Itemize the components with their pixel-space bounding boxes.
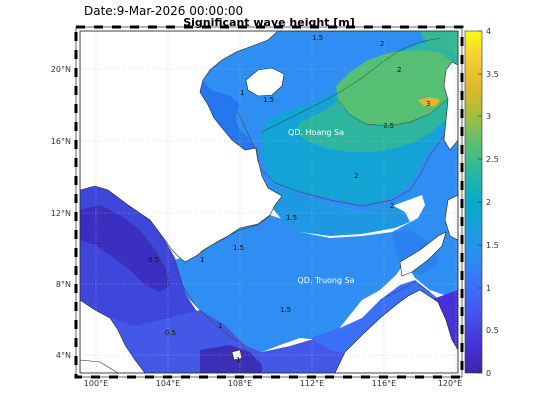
label-hoang-sa: QD. Hoang Sa	[288, 128, 344, 137]
gulf-tonkin	[200, 80, 256, 150]
contour-label: 1	[240, 89, 244, 97]
mainland-asia	[80, 31, 283, 263]
gulf-thailand-inner	[80, 205, 170, 292]
graticule	[80, 31, 458, 373]
contour-label: 2	[380, 40, 384, 48]
sea-level-3	[418, 97, 440, 106]
contour-label: 1.5	[280, 306, 291, 314]
contour-0-5	[139, 231, 171, 286]
colorbar-tick: 1.5	[486, 241, 499, 250]
contour-label: 1	[218, 322, 222, 330]
lon-axis: 100°E 104°E 108°E 112°E 116°E 120°E	[84, 379, 462, 388]
contour-1-b	[379, 281, 431, 301]
contour-label: 1.5	[312, 34, 323, 42]
contour-label: 3	[426, 100, 430, 108]
luzon	[443, 61, 458, 151]
lon-tick: 100°E	[84, 379, 108, 388]
contour-2-b	[261, 134, 446, 207]
lat-axis: 4°N 8°N 12°N 16°N 20°N	[51, 65, 71, 360]
lat-tick: 20°N	[51, 65, 71, 74]
contour-label-group: 1.5 2 2.5 3 0.5 1 1.5 2 1.5 2 2 1.5 1 1.…	[148, 34, 430, 364]
contour-lines	[139, 37, 447, 347]
borneo	[334, 289, 458, 373]
contour-label: 1	[236, 356, 240, 364]
ne-corner	[420, 31, 458, 55]
sumatra	[80, 359, 119, 373]
colorbar-ticks	[478, 30, 482, 374]
label-truong-sa: QD. Truong Sa	[297, 276, 354, 285]
map-border-line	[75, 26, 463, 378]
lat-tick: 4°N	[56, 351, 71, 360]
contour-label: 1.5	[263, 96, 274, 104]
colorbar-tick: 0	[486, 369, 491, 378]
contour-1	[174, 261, 246, 347]
lon-tick: 108°E	[228, 379, 252, 388]
contour-label: 1.5	[233, 244, 244, 252]
contour-label: 0.5	[165, 329, 176, 337]
colorbar-tick: 2.5	[486, 155, 499, 164]
contour-label: 2	[354, 172, 358, 180]
lon-tick: 104°E	[156, 379, 180, 388]
colorbar-labels: 0 0.5 1 1.5 2 2.5 3 3.5 4	[486, 27, 499, 378]
date-label: Date:9-Mar-2026 00:00:00	[84, 4, 244, 18]
central-plume	[265, 185, 410, 236]
lon-tick: 116°E	[372, 379, 396, 388]
lat-tick: 8°N	[56, 280, 71, 289]
contour-label: 2.5	[383, 122, 394, 130]
contour-1-5	[237, 111, 259, 163]
contour-label: 1	[200, 256, 204, 264]
contour-label: 2	[397, 66, 401, 74]
colorbar-tick: 4	[486, 27, 491, 36]
hainan	[245, 67, 285, 97]
visayas	[444, 194, 458, 241]
contour-label: 1.5	[286, 214, 297, 222]
lon-tick: 112°E	[300, 379, 324, 388]
map-frame	[79, 30, 459, 374]
colorbar-tick: 3	[486, 112, 491, 121]
palawan	[399, 231, 447, 277]
sea-south-1-5	[170, 215, 405, 352]
contour-label: 0.5	[148, 256, 159, 264]
colorbar-tick: 0.5	[486, 326, 499, 335]
contour-2	[261, 37, 441, 133]
lat-tick: 16°N	[51, 137, 71, 146]
sunda-shelf-deep	[200, 345, 262, 373]
colorbar-tick: 3.5	[486, 70, 499, 79]
sunda-shelf	[80, 300, 362, 373]
colorbar-tick: 1	[486, 284, 491, 293]
lon-tick: 120°E	[438, 379, 462, 388]
contour-label: 2	[390, 202, 394, 210]
con-son	[231, 349, 243, 361]
lat-tick: 12°N	[51, 209, 71, 218]
contour-2-5	[337, 99, 447, 127]
colorbar-tick: 2	[486, 198, 491, 207]
